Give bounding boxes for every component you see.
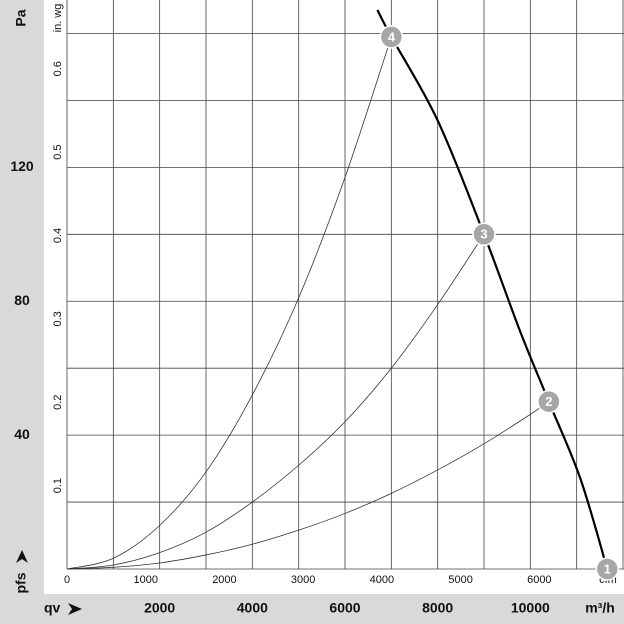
y2-tick-label: 0.3 [52,311,64,326]
system-curve [66,36,392,570]
y2-tick-label: 0.6 [52,61,64,76]
x2-tick-label: 1000 [133,574,157,586]
x-tick-label: 10000 [511,600,550,616]
operating-point [472,222,496,247]
x-tick-label: 8000 [422,600,453,616]
x2-tick-label: 5000 [448,574,472,586]
y-tick-label: 40 [14,426,30,442]
x-tick-label: 6000 [329,600,360,616]
x2-tick-label: 0 [64,574,70,586]
y-tick-label: 80 [14,292,30,308]
x2-tick-label: 6000 [527,574,551,586]
x2-tick-label: 4000 [370,574,394,586]
x-tick-label: 2000 [144,600,175,616]
y-unit: Pa [13,9,29,26]
y2-unit: in. wg [52,4,64,33]
x-unit: m³/h [585,600,615,616]
x-arrow [68,603,82,615]
y-arrow [16,550,28,563]
operating-point [537,389,561,414]
y2-tick-label: 0.5 [52,145,64,160]
operating-point-label: 2 [545,394,552,409]
y-label: pfs [13,572,29,593]
system-curve [66,401,550,570]
system-curve [66,234,485,570]
y-tick-label: 120 [10,158,34,174]
y2-tick-label: 0.4 [52,228,64,243]
fan-curve [376,9,609,570]
operating-point-label: 1 [604,561,611,576]
operating-point [595,557,619,581]
y2-tick-label: 0.2 [52,395,64,410]
y2-tick-label: 0.1 [52,478,64,493]
operating-point [379,25,404,49]
x2-tick-label: 3000 [291,574,315,586]
bottom-band [0,594,624,624]
operating-point-label: 4 [388,29,396,44]
operating-point-label: 3 [480,227,487,242]
x2-tick-label: 2000 [212,574,236,586]
left-band [0,0,44,624]
x-label: qv [44,600,61,616]
x-tick-label: 4000 [237,600,268,616]
